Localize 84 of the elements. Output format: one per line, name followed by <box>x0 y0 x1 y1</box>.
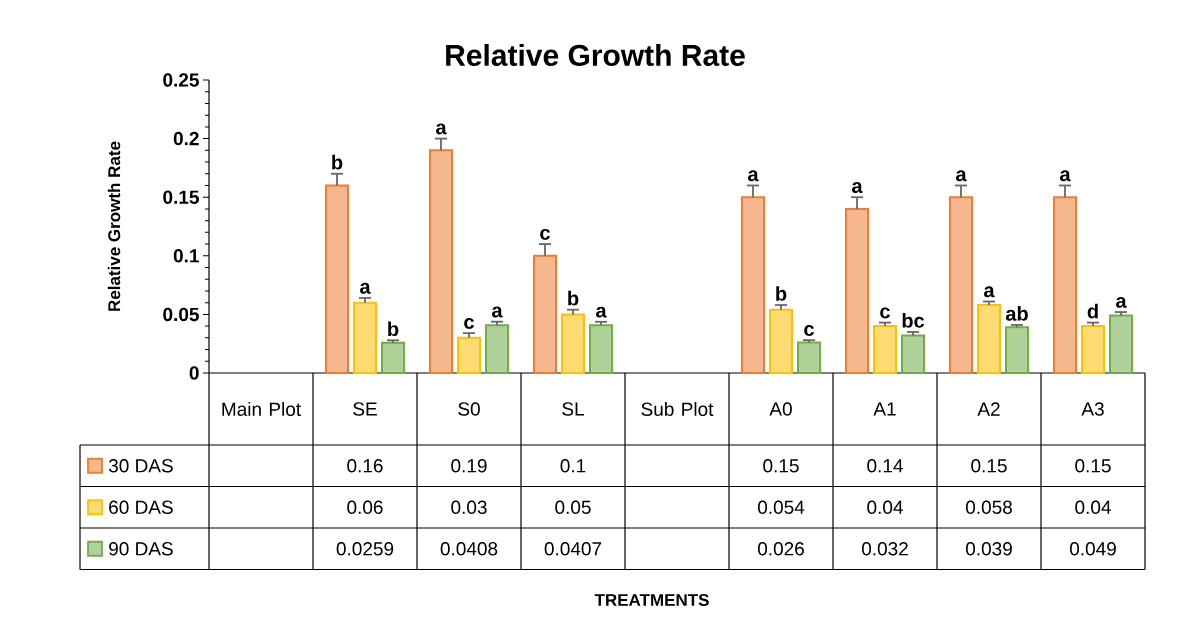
bar <box>533 254 557 374</box>
bar <box>353 301 377 374</box>
data-label: 0.054 <box>757 500 805 514</box>
annotation: a <box>360 282 371 294</box>
bar <box>1053 196 1078 374</box>
data-label: 0.14 <box>867 459 903 473</box>
x-tick-label: SE <box>353 402 377 416</box>
data-label: 0.0408 <box>440 542 498 556</box>
data-label: 0.026 <box>757 542 804 556</box>
data-label: 0.049 <box>1069 542 1116 556</box>
annotation: c <box>804 325 814 336</box>
bar <box>873 325 897 374</box>
bar <box>429 149 453 374</box>
data-label: 0.19 <box>451 459 487 473</box>
bar <box>901 334 925 374</box>
legend-label: 60 DAS <box>109 500 173 514</box>
bar <box>845 207 869 374</box>
data-label: 0.03 <box>451 500 487 514</box>
bar <box>741 196 765 374</box>
bar <box>1005 326 1029 374</box>
y-axis-title: Relative Growth Rate <box>107 141 121 311</box>
text: TREATMENTS <box>594 593 709 607</box>
bar <box>769 308 793 374</box>
annotation: a <box>956 170 967 182</box>
data-label: 0.05 <box>555 500 591 514</box>
bar <box>977 304 1001 374</box>
legend-label: 30 DAS <box>108 459 173 473</box>
bar <box>589 324 613 374</box>
annotation: c <box>540 228 550 240</box>
annotation: a <box>1116 296 1127 308</box>
annotation: c <box>464 318 474 329</box>
bar <box>1081 325 1105 374</box>
y-tick-label: 0.1 <box>173 249 199 263</box>
x-tick-label: A3 <box>1081 402 1104 416</box>
data-label: 0.15 <box>1075 459 1111 473</box>
bar <box>485 324 509 374</box>
data-label: 0.032 <box>861 542 908 556</box>
x-tick-label: A0 <box>769 402 792 416</box>
annotation: b <box>388 321 399 337</box>
annotation: a <box>596 306 607 318</box>
y-tick-label: 0.05 <box>163 307 199 322</box>
annotation: c <box>880 307 890 319</box>
data-label: 0.039 <box>965 542 1012 556</box>
y-tick-label: 0.2 <box>173 131 199 146</box>
annotation: a <box>492 306 503 318</box>
data-label: 0.04 <box>1075 500 1111 514</box>
legend-label: 90 DAS <box>109 542 173 556</box>
annotation: ab <box>1005 306 1028 321</box>
bar <box>457 336 481 374</box>
bar <box>1109 314 1133 374</box>
bar <box>561 313 585 374</box>
data-label: 0.15 <box>763 459 799 473</box>
bar <box>797 341 821 374</box>
annotation: b <box>776 286 787 301</box>
x-tick-label: Sub Plot <box>641 402 714 416</box>
bar <box>325 184 349 374</box>
annotation: bc <box>902 313 925 328</box>
data-label: 0.06 <box>347 500 383 514</box>
bar <box>949 196 973 374</box>
annotation: a <box>1060 170 1071 182</box>
x-tick-label: S0 <box>458 402 480 416</box>
annotation: a <box>852 182 863 193</box>
annotation: b <box>568 290 579 306</box>
x-tick-label: Main Plot <box>222 402 301 416</box>
data-label: 0.04 <box>867 500 903 514</box>
bar <box>381 341 405 374</box>
data-label: 0.1 <box>560 459 586 473</box>
chart-title: Relative Growth Rate <box>446 43 745 67</box>
data-label: 0.16 <box>347 459 383 473</box>
x-tick-label: A2 <box>977 402 1000 416</box>
annotation: a <box>748 170 759 182</box>
y-tick-label: 0.15 <box>163 190 199 204</box>
annotation: a <box>436 123 447 135</box>
y-tick-label: 0.25 <box>163 73 199 87</box>
annotation: a <box>984 286 995 298</box>
x-tick-label: SL <box>562 402 584 416</box>
x-tick-label: A1 <box>873 402 896 416</box>
data-label: 0.15 <box>971 459 1007 473</box>
data-label: 0.0259 <box>336 542 394 556</box>
data-label: 0.058 <box>965 500 1012 514</box>
annotation: b <box>332 154 343 170</box>
y-tick-label: 0 <box>189 366 199 380</box>
data-label: 0.0407 <box>544 542 602 556</box>
annotation: d <box>1087 303 1098 319</box>
